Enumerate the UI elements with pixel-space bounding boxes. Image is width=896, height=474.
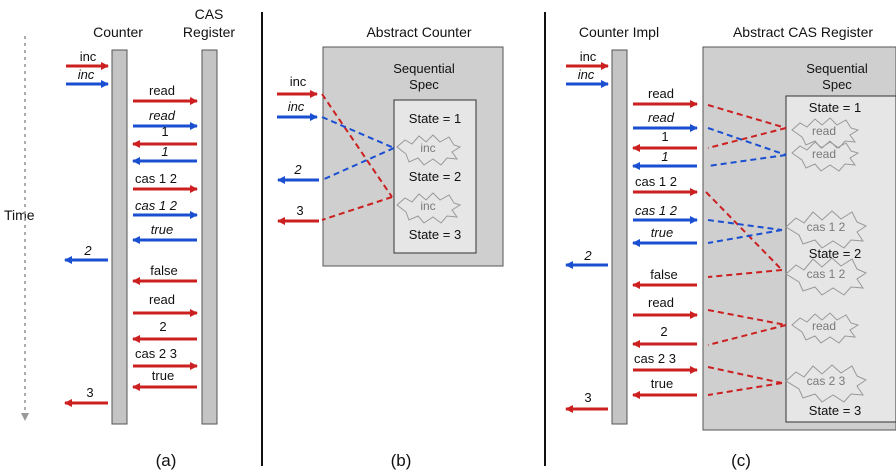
read-op-burst — [791, 117, 860, 149]
linearization-link — [707, 382, 783, 396]
op-label: cas 1 2 — [807, 220, 846, 234]
sequential-spec-box — [785, 95, 896, 423]
linearization-link — [707, 104, 787, 129]
spec-title: Sequential — [806, 61, 868, 76]
message-label: inc — [290, 74, 307, 89]
register-lifeline — [201, 49, 218, 425]
linearization-link — [707, 309, 787, 326]
message-label: inc — [288, 99, 305, 114]
message-label: true — [651, 376, 673, 391]
message-label: cas 1 2 — [635, 174, 677, 189]
spec-title: Sequential — [393, 61, 455, 76]
counter-lifeline — [111, 49, 128, 425]
message-label: 2 — [660, 324, 667, 339]
linearization-link — [707, 219, 783, 231]
linearization-link — [707, 127, 787, 156]
message-label: 1 — [161, 144, 168, 159]
message-label: 1 — [661, 149, 668, 164]
message-label: cas 2 3 — [634, 351, 676, 366]
message-label: cas 1 2 — [635, 203, 678, 218]
abstract-cas-header: Abstract CAS Register — [733, 24, 873, 40]
message-label: 3 — [86, 385, 93, 400]
state-label: State = 3 — [409, 227, 461, 242]
read-op-burst — [791, 312, 860, 344]
inc-op-burst — [396, 192, 462, 224]
cas-op-burst — [785, 210, 868, 249]
linearization-link — [321, 147, 395, 181]
cas-header: CAS — [195, 6, 224, 22]
state-label: State = 3 — [809, 403, 861, 418]
message-label: 2 — [83, 243, 92, 258]
op-label: read — [812, 147, 836, 161]
linearization-link — [321, 196, 393, 221]
abstract-counter-header: Abstract Counter — [366, 24, 471, 40]
counter-impl-lifeline — [611, 49, 628, 425]
linearization-link — [707, 269, 783, 278]
message-label: 1 — [161, 124, 168, 139]
message-label: read — [149, 83, 175, 98]
message-label: 3 — [584, 390, 591, 405]
counter-header: Counter — [93, 24, 143, 40]
message-label: 1 — [661, 129, 668, 144]
cas-op-burst — [785, 364, 868, 403]
message-label: 2 — [293, 162, 302, 177]
linearization-link — [707, 366, 783, 384]
linearization-link — [707, 127, 787, 149]
message-label: cas 1 2 — [135, 171, 177, 186]
spec-title: Spec — [822, 77, 852, 92]
op-label: read — [812, 124, 836, 138]
sequential-spec-box — [393, 99, 477, 254]
inc-op-burst — [396, 134, 462, 166]
counter-impl-header: Counter Impl — [579, 24, 659, 40]
message-label: read — [648, 295, 674, 310]
message-label: inc — [78, 67, 95, 82]
panel-caption: (b) — [391, 451, 412, 470]
message-label: inc — [580, 49, 597, 64]
op-label: inc — [420, 199, 435, 213]
message-label: cas 2 3 — [135, 346, 177, 361]
message-label: false — [650, 267, 677, 282]
spec-title: Spec — [409, 77, 439, 92]
panel-caption: (a) — [156, 451, 177, 470]
cas-op-burst — [785, 257, 868, 296]
message-label: true — [151, 222, 173, 237]
linearization-link — [707, 154, 787, 167]
message-label: 2 — [159, 319, 166, 334]
linearization-link — [321, 93, 393, 198]
message-label: cas 1 2 — [135, 198, 178, 213]
state-label: State = 2 — [409, 169, 461, 184]
op-label: read — [812, 319, 836, 333]
linearization-link — [707, 324, 787, 346]
op-label: cas 2 3 — [807, 374, 846, 388]
message-label: true — [651, 225, 673, 240]
message-label: 3 — [296, 203, 303, 218]
time-label: Time — [4, 207, 35, 223]
op-label: cas 1 2 — [807, 267, 846, 281]
state-label: State = 2 — [809, 246, 861, 261]
message-label: inc — [80, 49, 97, 64]
linearization-link — [707, 229, 783, 244]
message-label: read — [648, 110, 675, 125]
read-op-burst — [791, 140, 860, 172]
linearization-link — [321, 116, 395, 149]
state-label: State = 1 — [409, 111, 461, 126]
register-header: Register — [183, 24, 235, 40]
message-label: 2 — [583, 248, 592, 263]
message-label: read — [149, 108, 176, 123]
linearization-link — [705, 191, 783, 271]
message-label: read — [149, 292, 175, 307]
message-label: read — [648, 86, 674, 101]
panel-caption: (c) — [731, 451, 751, 470]
message-label: true — [152, 368, 174, 383]
state-label: State = 1 — [809, 100, 861, 115]
op-label: inc — [420, 141, 435, 155]
message-label: false — [150, 263, 177, 278]
message-label: inc — [578, 67, 595, 82]
